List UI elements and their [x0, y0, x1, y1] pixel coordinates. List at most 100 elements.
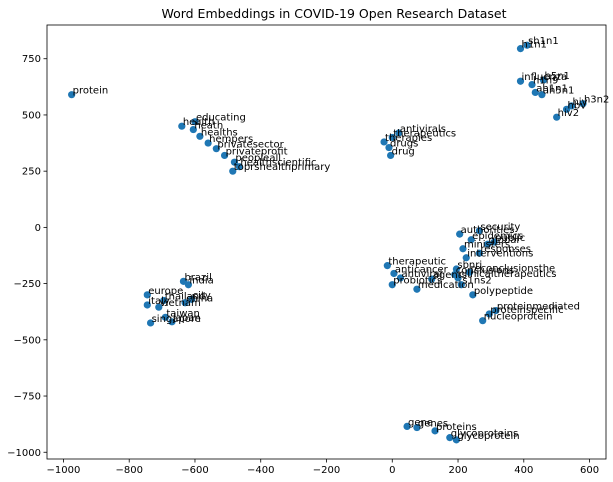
point-label: glycoproteins	[451, 429, 518, 440]
x-tick-label: −1000	[47, 465, 81, 476]
point-label: conclusions	[456, 266, 514, 277]
point-label: proteins	[436, 422, 477, 433]
y-tick-label: 250	[22, 167, 41, 178]
point-label: healths	[201, 127, 238, 138]
x-tick-label: −400	[247, 465, 274, 476]
data-point	[403, 422, 411, 430]
point-label: authorities	[461, 225, 515, 236]
x-tick-label: −200	[313, 465, 340, 476]
x-tick-label: 0	[389, 465, 395, 476]
data-point	[553, 113, 561, 121]
point-label: ministers	[464, 240, 510, 251]
data-point	[462, 254, 470, 262]
point-label: responses	[480, 244, 531, 255]
point-label: h3n2	[584, 95, 609, 106]
point-label: proteinmediated	[497, 302, 580, 313]
data-point	[457, 281, 465, 289]
data-point	[160, 296, 168, 305]
data-point	[579, 100, 587, 108]
point-label: h1n9	[533, 76, 558, 87]
data-point	[191, 118, 199, 126]
data-point	[467, 236, 475, 244]
data-point	[452, 436, 460, 444]
data-point	[143, 291, 151, 299]
data-point	[155, 303, 163, 311]
data-point	[161, 313, 169, 321]
data-point	[184, 281, 192, 289]
point-label: clinicaltherapeutics	[459, 269, 556, 280]
y-tick-label: −1000	[7, 448, 41, 459]
point-label: city	[193, 290, 211, 301]
data-point	[516, 45, 525, 53]
y-tick-label: −500	[14, 335, 41, 346]
point-label: therapies	[385, 133, 432, 144]
data-point	[469, 291, 477, 299]
y-tick-label: 750	[22, 54, 41, 65]
data-point	[196, 132, 204, 140]
point-label: drug	[392, 146, 415, 157]
data-point	[396, 274, 405, 282]
data-point	[168, 318, 176, 326]
point-label: healthscientific	[240, 158, 316, 169]
y-tick-label: −250	[14, 279, 41, 290]
data-point	[428, 275, 436, 283]
data-point	[235, 163, 243, 171]
data-point	[485, 310, 493, 318]
point-label: drugs	[390, 139, 418, 150]
point-label: educating	[196, 113, 246, 124]
point-label: s1ns2	[462, 276, 491, 287]
point-label: medication	[418, 280, 474, 291]
data-point	[452, 265, 460, 273]
data-point	[490, 238, 498, 246]
point-label: china	[186, 294, 213, 305]
data-point	[454, 274, 462, 282]
point-label: privatesector	[217, 140, 284, 151]
point-label: privateprofit	[226, 146, 288, 157]
point-label: india	[189, 276, 213, 287]
data-point	[188, 295, 196, 303]
point-label: global	[489, 235, 520, 246]
points-layer	[68, 41, 587, 444]
data-point	[531, 88, 539, 97]
point-label: probiotics	[393, 276, 442, 287]
point-label: vietnam	[160, 298, 201, 309]
point-label: polypeptide	[474, 286, 533, 297]
data-point	[413, 423, 421, 432]
data-point	[212, 145, 220, 153]
point-label: influenza	[522, 72, 568, 83]
data-point	[229, 167, 237, 175]
y-tick-label: 0	[35, 223, 41, 234]
data-point	[431, 427, 439, 435]
data-point	[479, 317, 487, 325]
data-point	[189, 125, 197, 134]
y-tick-label: −750	[14, 392, 41, 403]
data-point	[465, 268, 474, 276]
data-point	[413, 285, 421, 293]
data-point	[383, 262, 391, 270]
point-label: italy	[148, 296, 170, 307]
point-label: singapore	[152, 314, 201, 325]
data-point	[387, 151, 395, 160]
point-label: gene	[408, 417, 433, 428]
data-point	[446, 434, 454, 442]
data-point	[456, 230, 464, 238]
data-point	[230, 158, 239, 166]
point-label: nucleoprotein	[484, 312, 553, 323]
point-label: hbv	[568, 100, 587, 111]
point-label: europe	[148, 286, 183, 297]
data-point	[178, 122, 186, 130]
point-label: thailand	[165, 291, 206, 302]
x-tick-label: −800	[115, 465, 142, 476]
data-point	[475, 249, 484, 257]
point-label: ah1n1	[536, 83, 568, 94]
data-point	[204, 139, 212, 147]
data-point	[475, 227, 484, 235]
point-label: antiviral	[401, 269, 442, 280]
data-point	[388, 133, 396, 142]
point-label: anticancer	[395, 264, 449, 275]
data-point	[388, 281, 396, 289]
point-label: h5n1	[545, 71, 570, 82]
point-label: peopleall	[235, 153, 281, 164]
